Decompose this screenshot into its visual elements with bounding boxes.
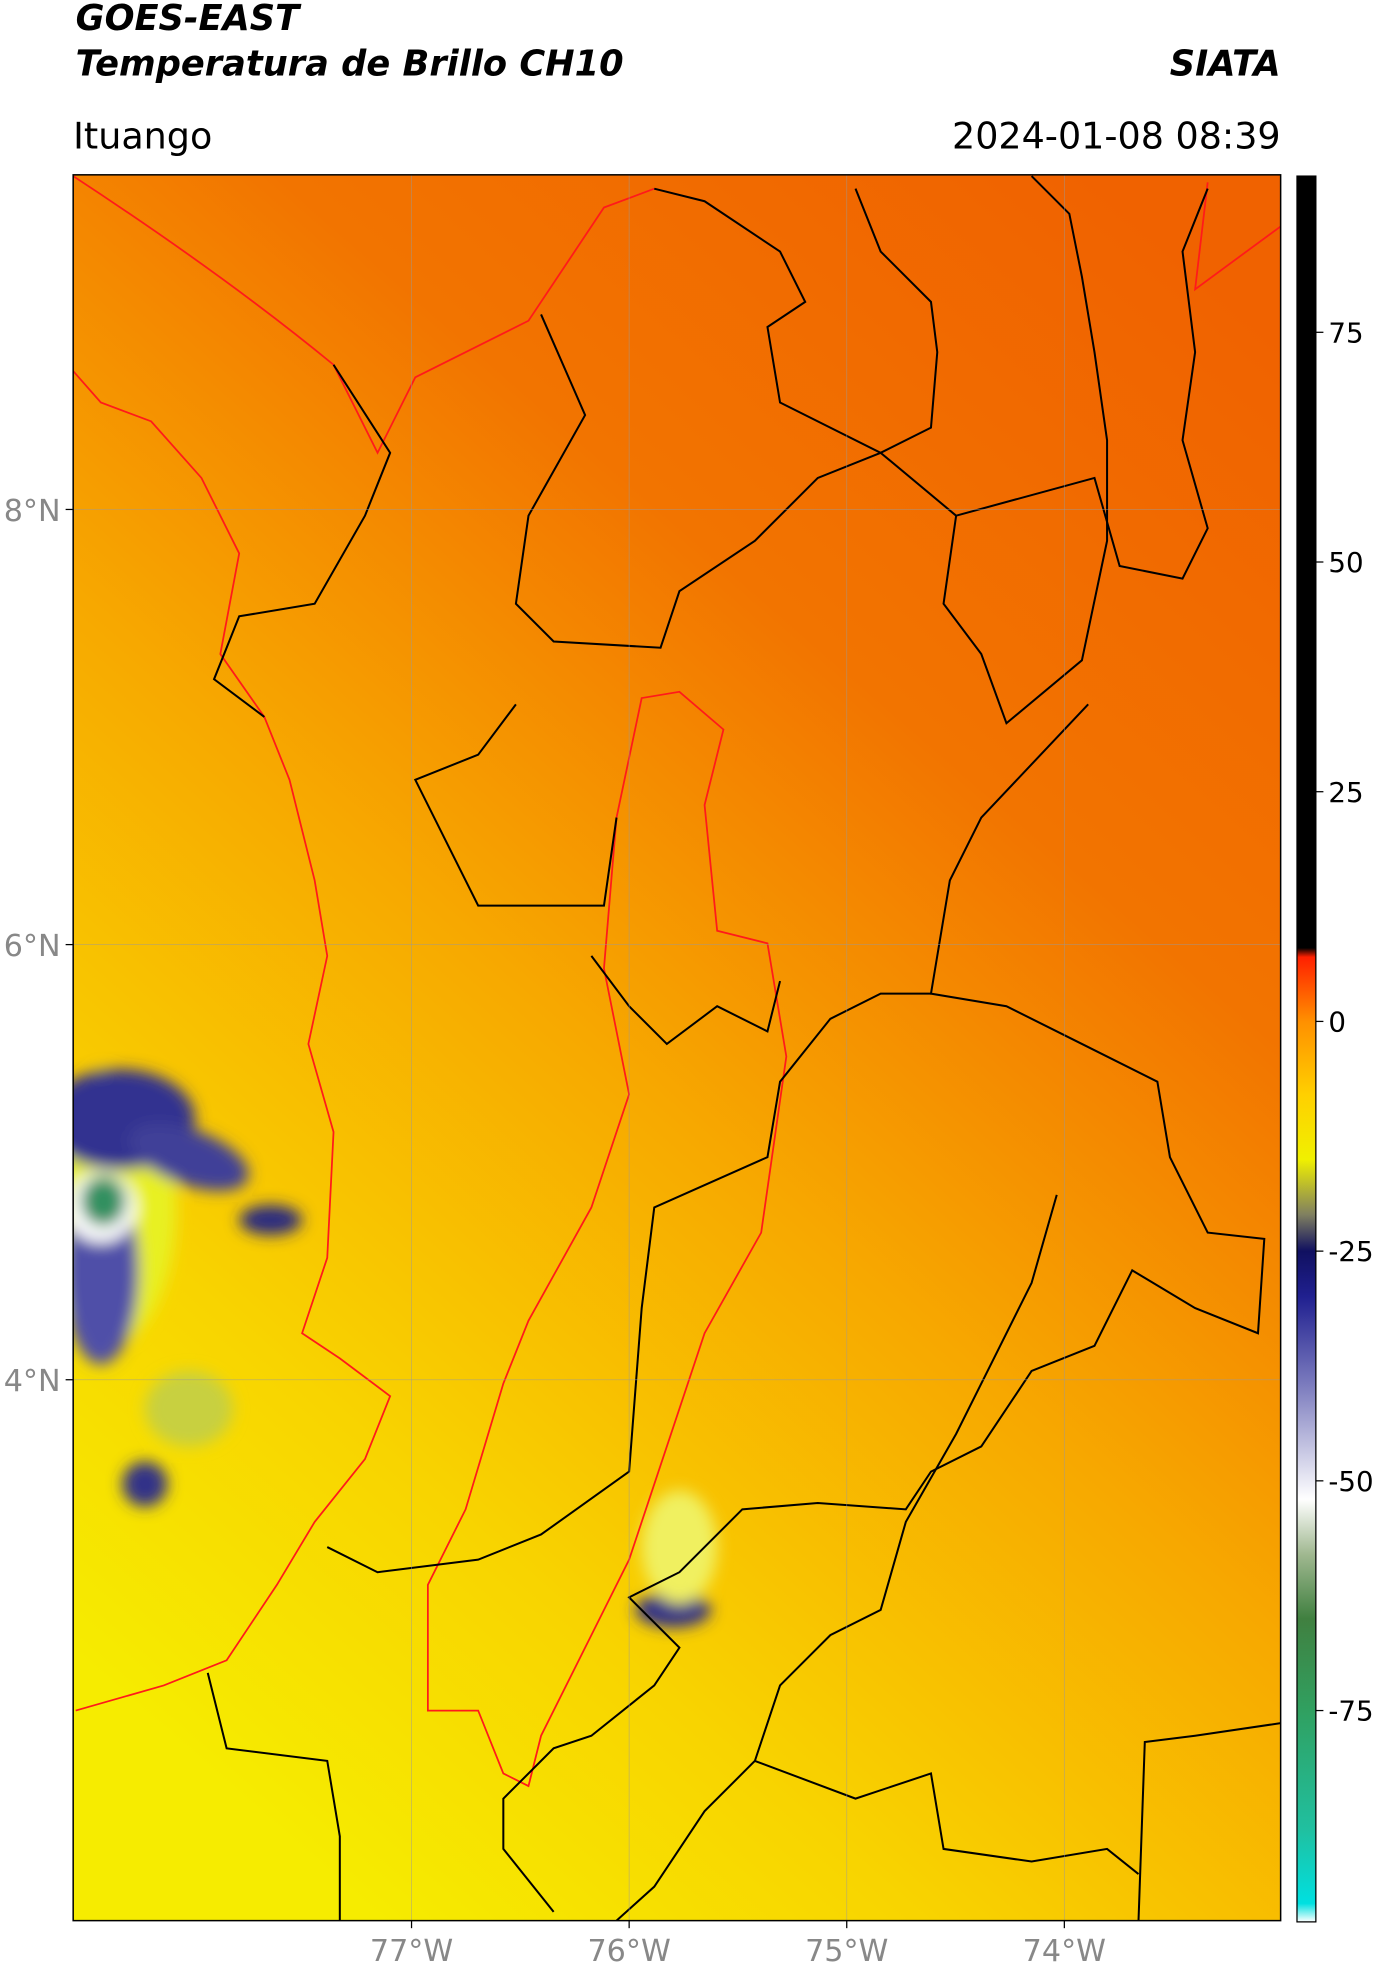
y-tick-label: 6°N — [4, 929, 61, 964]
temperature-field — [73, 174, 1281, 1921]
colorbar-tick-label: 50 — [1328, 546, 1363, 579]
title: GOES-EAST — [76, 0, 302, 39]
datetime: 2024-01-08 08:39 — [952, 114, 1281, 157]
clouds — [73, 1069, 718, 1628]
colorbar-tick-label: -75 — [1328, 1695, 1373, 1728]
x-tick-label: 76°W — [587, 1934, 670, 1969]
x-tick-label: 77°W — [370, 1934, 453, 1969]
colorbar-tick-label: 25 — [1328, 776, 1363, 809]
x-tick-label: 74°W — [1023, 1934, 1106, 1969]
source: SIATA — [1170, 43, 1281, 84]
y-tick-label: 8°N — [4, 494, 61, 529]
colorbar — [1296, 175, 1317, 1923]
colorbar-tick-label: 0 — [1328, 1005, 1346, 1038]
boundaries — [73, 175, 1281, 1921]
colorbar-tick-label: -25 — [1328, 1235, 1373, 1268]
colorbar-tick-label: 75 — [1328, 316, 1363, 349]
x-tick-label: 75°W — [805, 1934, 888, 1969]
subtitle: Temperatura de Brillo CH10 — [76, 43, 624, 84]
map-area — [73, 174, 1281, 1921]
colorbar-tick-label: -50 — [1328, 1465, 1373, 1498]
y-tick-label: 4°N — [4, 1364, 61, 1399]
map-frame — [72, 174, 1282, 1922]
location: Ituango — [73, 114, 212, 157]
